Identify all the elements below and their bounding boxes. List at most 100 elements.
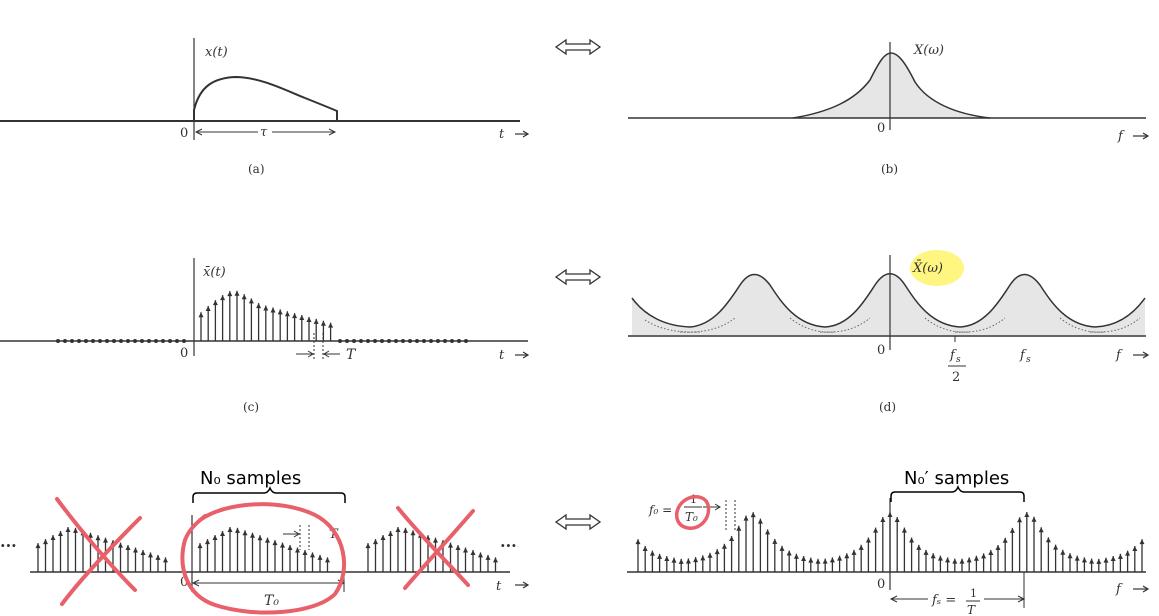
c-zero-sample — [161, 339, 165, 343]
f-sample-stem-head — [649, 550, 655, 556]
c-zero-sample — [401, 339, 405, 343]
f-sample-stem-head — [1024, 512, 1030, 518]
c-sample-stem-head — [328, 322, 334, 328]
c-zero-sample — [457, 339, 461, 343]
c-sample-stem-head — [212, 300, 218, 306]
f-sample-stem-head — [865, 537, 871, 543]
c-sample-stem-head — [313, 318, 319, 324]
e-sample-stem-head — [35, 543, 41, 549]
a-tau-bg — [258, 123, 272, 137]
c-zero-sample — [359, 339, 363, 343]
e-sample-stem-head — [88, 532, 93, 538]
f-sample-stem-head — [1117, 553, 1123, 559]
f-sample-stem-head — [1103, 557, 1109, 563]
panel-d: X̄(ω) 0 f s 2 f s f (d) — [628, 250, 1150, 414]
e-sample-stem-head — [257, 535, 263, 541]
f-sample-stem-head — [657, 553, 663, 559]
f-sample-stem-head — [815, 558, 821, 564]
c-sample-stem-head — [220, 295, 226, 301]
a-origin-label: 0 — [180, 126, 188, 141]
d-overlap-dotted — [644, 317, 1141, 333]
e-sample-stem-head — [242, 530, 248, 536]
c-T-label: T — [346, 347, 357, 363]
e-sample-stem-head — [65, 527, 71, 533]
c-zero-sample — [408, 339, 412, 343]
d-fs-half-num-sub: s — [956, 355, 961, 365]
c-zero-sample — [422, 339, 426, 343]
f-sample-stem-head — [966, 557, 972, 563]
e-sample-stem-head — [478, 552, 483, 558]
f-sample-stem-head — [973, 555, 979, 561]
c-zero-sample — [126, 339, 130, 343]
f-sample-stem-head — [822, 558, 828, 564]
c-zero-sample — [182, 339, 186, 343]
e-sample-stem-head — [155, 554, 161, 560]
panel-c: x̄(t) 0 T t (c) — [0, 258, 530, 414]
e-sample-stem-head — [403, 527, 408, 533]
e-sample-stem-head — [118, 542, 123, 548]
e-sample-stem-head — [95, 535, 101, 541]
e-sample-stem-head — [310, 552, 315, 558]
f-sample-stem-head — [1045, 537, 1051, 543]
f-sample-stem-head — [1139, 539, 1145, 545]
f-sample-stem-head — [736, 525, 742, 531]
f-sample-stem-head — [995, 545, 1001, 551]
e-sample-stem-head — [455, 545, 461, 551]
c-zero-sample — [154, 339, 158, 343]
e-sample-stem-head — [140, 549, 146, 555]
d-origin-label: 0 — [877, 343, 885, 358]
f-sample-stem-head — [1002, 537, 1008, 543]
c-zero-sample — [373, 339, 377, 343]
panel-e: N₀ samples ··· ··· 0 T₀ T t — [0, 468, 530, 615]
f-sample-stem-head — [937, 555, 943, 561]
f-sample-stem-head — [1060, 549, 1066, 555]
f-sample-stem-head — [1038, 527, 1044, 533]
f-sample-stem-head — [750, 512, 756, 518]
c-zero-sample — [112, 339, 116, 343]
f-f0-arrowhead — [714, 503, 721, 511]
f-sample-stem-head — [988, 549, 994, 555]
e-cross-left — [55, 497, 142, 606]
f-sample-stem-head — [635, 539, 641, 545]
f-sample-stem-head — [851, 549, 857, 555]
c-zero-sample — [345, 339, 349, 343]
e-sample-stem-head — [58, 531, 63, 537]
e-sample-stem-head — [272, 540, 278, 546]
f-sample-stem-head — [721, 543, 727, 549]
d-fs-half-den: 2 — [952, 370, 960, 385]
c-zero-sample — [91, 339, 95, 343]
f-sample-stem-head — [729, 536, 735, 542]
c-sample-stem-head — [284, 311, 290, 317]
f-f0-den: T₀ — [685, 510, 698, 524]
f-axis-label: f — [1115, 582, 1123, 597]
f-sample-stem-head — [1110, 556, 1116, 562]
c-sample-stem-head — [320, 320, 326, 326]
b-axis-label: f — [1117, 129, 1125, 144]
c-sample-stem-head — [241, 294, 247, 300]
f-sample-stem-head — [1053, 544, 1059, 550]
f-sample-stem-head — [844, 553, 850, 559]
c-T-arrowhead-left — [307, 350, 314, 358]
f-origin-label: 0 — [877, 577, 885, 592]
e-sample-stem-head — [133, 547, 138, 553]
a-tau-label: τ — [260, 125, 268, 140]
panel-a: x(t) 0 τ t (a) — [0, 38, 530, 176]
d-axis-label: f — [1115, 348, 1123, 363]
e-sample-stem-head — [227, 527, 233, 533]
e-sample-stem-head — [148, 552, 153, 558]
f-circle-annotation — [674, 495, 711, 530]
e-sample-stem-head — [433, 537, 438, 543]
d-fs-half-num: f — [949, 348, 957, 363]
e-sample-stem-head — [388, 531, 393, 537]
e-brace — [192, 485, 346, 503]
f-sample-stem-head — [1081, 557, 1087, 563]
c-sample-stem-head — [263, 305, 269, 311]
c-zero-sample — [387, 339, 391, 343]
e-sample-stem-head — [302, 549, 308, 555]
c-sample-stem-head — [256, 303, 262, 309]
f-sample-stem-head — [765, 529, 771, 535]
f-sample-stem-head — [952, 558, 958, 564]
e-sample-stem-head — [395, 527, 401, 533]
f-sample-stem-head — [894, 517, 900, 523]
f-sample-stem-head — [1089, 558, 1095, 564]
